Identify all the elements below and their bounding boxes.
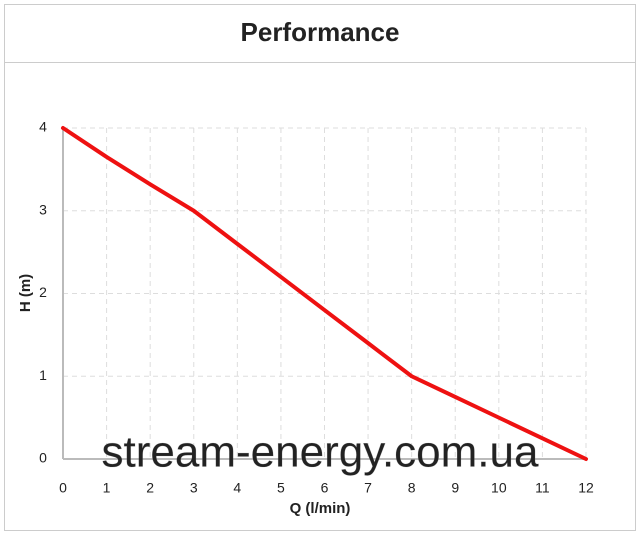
x-tick-label: 8: [408, 480, 416, 496]
y-tick-label: 0: [39, 450, 47, 466]
y-tick-label: 3: [39, 201, 47, 217]
y-tick-label: 2: [39, 284, 47, 300]
chart-title: Performance: [241, 17, 400, 47]
x-tick-label: 7: [364, 480, 372, 496]
x-tick-label: 11: [535, 480, 550, 496]
y-tick-label: 1: [39, 367, 47, 383]
data-line: [61, 126, 588, 461]
x-tick-label: 2: [146, 480, 154, 496]
frame: [4, 4, 636, 531]
y-tick-label: 4: [39, 119, 47, 135]
x-tick-label: 9: [451, 480, 459, 496]
watermark: stream-energy.com.ua: [102, 428, 539, 477]
x-tick-label: 6: [321, 480, 329, 496]
x-axis-title: Q (l/min): [290, 500, 351, 517]
y-axis-title: H (m): [17, 274, 34, 312]
x-tick-label: 4: [233, 480, 241, 496]
x-tick-label: 0: [59, 480, 67, 496]
x-tick-label: 10: [491, 480, 507, 496]
x-tick-label: 12: [578, 480, 594, 496]
x-tick-label: 1: [103, 480, 111, 496]
x-tick-label: 3: [190, 480, 198, 496]
x-tick-label: 5: [277, 480, 285, 496]
